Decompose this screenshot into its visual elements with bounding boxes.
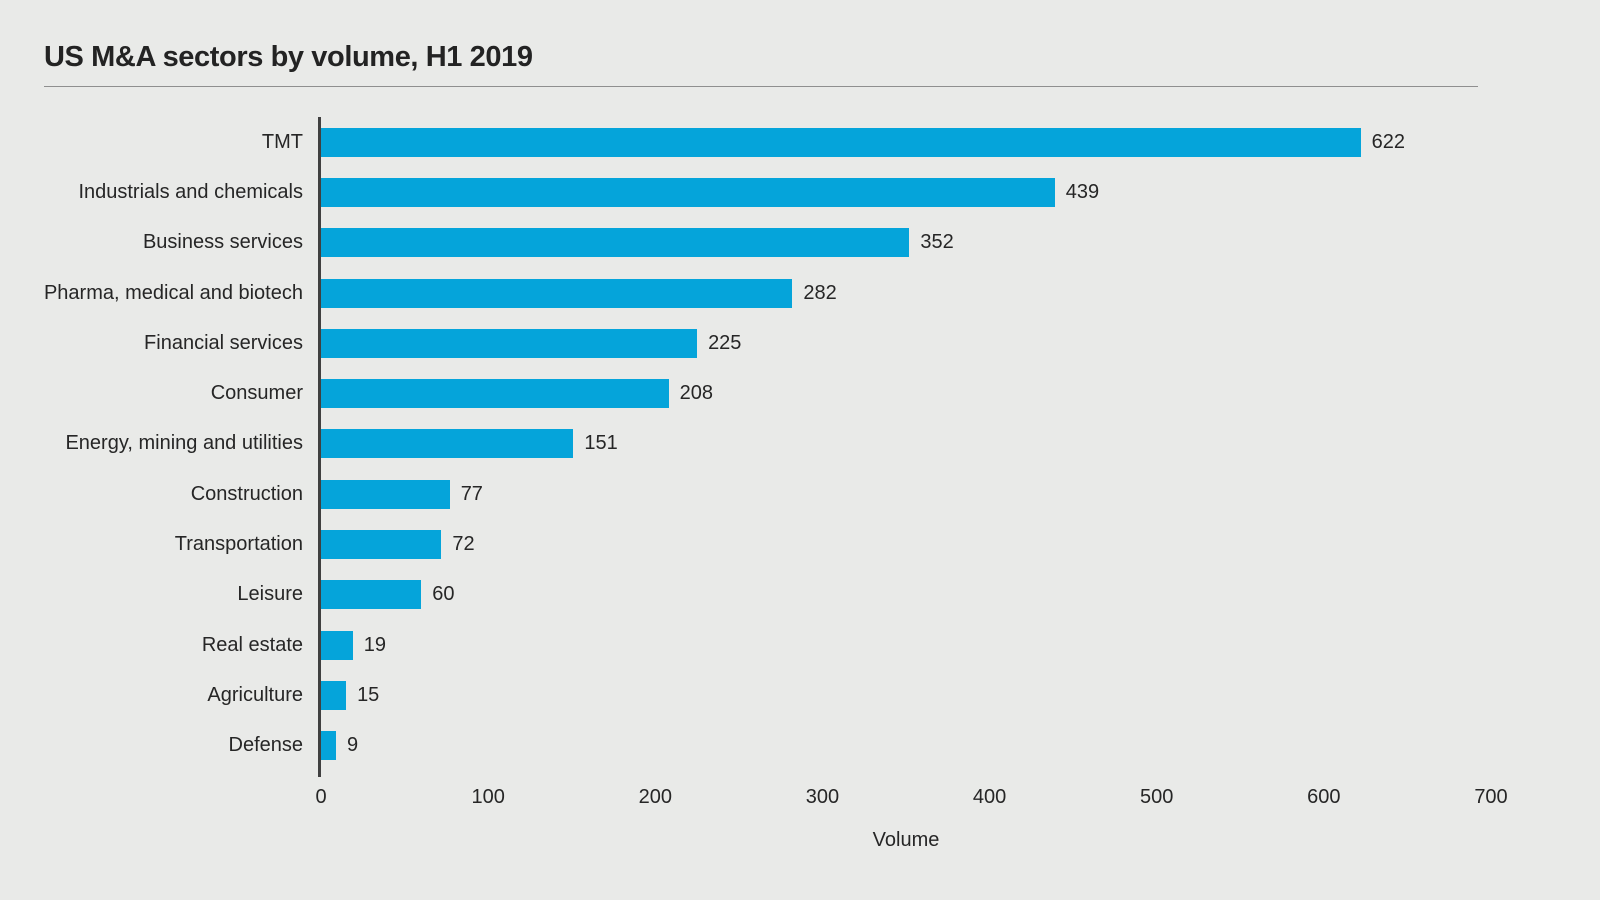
category-label: Industrials and chemicals [78, 180, 303, 203]
bar-row: Leisure 60 [0, 570, 1600, 620]
bar-track: 9 [321, 731, 1600, 761]
value-label: 72 [452, 533, 475, 556]
bar-track: 151 [321, 429, 1600, 459]
x-tick-label: 0 [315, 786, 327, 808]
bar-row: Energy, mining and utilities 151 [0, 419, 1600, 469]
category-label: Real estate [201, 633, 303, 656]
bar-row: Financial services 225 [0, 318, 1600, 368]
bar-row: Industrials and chemicals 439 [0, 167, 1600, 217]
value-label: 151 [584, 432, 618, 455]
bar [321, 580, 422, 610]
bar-row: TMT 622 [0, 117, 1600, 167]
title-rule [44, 86, 1478, 87]
x-tick-label: 700 [1474, 786, 1508, 808]
bar-track: 225 [321, 328, 1600, 358]
bar-track: 208 [321, 379, 1600, 409]
value-label: 282 [803, 281, 837, 304]
x-tick-label: 300 [805, 786, 840, 808]
bar-row: Real estate 19 [0, 620, 1600, 670]
bar [321, 429, 574, 459]
category-label: TMT [261, 130, 303, 153]
category-label: Defense [228, 734, 304, 757]
value-label: 225 [708, 331, 742, 354]
bar [321, 530, 442, 560]
x-tick-label: 600 [1307, 786, 1341, 808]
category-label: Consumer [210, 382, 303, 405]
bar [321, 630, 353, 660]
x-axis-ticks: 0 100 200 300 400 500 600 700 [315, 786, 1507, 812]
y-axis-line [318, 117, 321, 777]
chart-title: US M&A sectors by volume, H1 2019 [44, 41, 533, 73]
bar-row: Consumer 208 [0, 368, 1600, 418]
bar-track: 282 [321, 278, 1600, 308]
bar [321, 278, 793, 308]
bar-rows: TMT 622 Industrials and chemicals 439 Busine… [0, 117, 1600, 771]
category-label: Construction [190, 482, 303, 505]
bar-track: 77 [321, 479, 1600, 509]
category-label: Leisure [237, 583, 303, 606]
value-label: 208 [679, 382, 714, 405]
category-label: Energy, mining and utilities [65, 432, 303, 455]
bar-row: Pharma, medical and biotech 282 [0, 268, 1600, 318]
category-label: Business services [142, 231, 303, 254]
bar [321, 177, 1055, 207]
bar-track: 72 [321, 530, 1600, 560]
category-label: Agriculture [207, 683, 303, 706]
bar [321, 379, 669, 409]
bar-track: 19 [321, 630, 1600, 660]
bar-row: Construction 77 [0, 469, 1600, 519]
value-label: 77 [460, 482, 483, 505]
bar-track: 60 [321, 580, 1600, 610]
bar-row: Agriculture 15 [0, 670, 1600, 720]
value-label: 622 [1371, 130, 1405, 153]
bar-row: Defense 9 [0, 721, 1600, 771]
x-tick-label: 500 [1140, 786, 1174, 808]
bar-row: Transportation 72 [0, 519, 1600, 569]
bar [321, 328, 698, 358]
bar-track: 622 [321, 127, 1600, 157]
value-label: 19 [363, 633, 386, 656]
x-tick-label: 100 [471, 786, 505, 808]
value-label: 9 [347, 734, 359, 757]
bar [321, 228, 910, 258]
category-label: Pharma, medical and biotech [43, 281, 303, 304]
value-label: 60 [432, 583, 455, 606]
bar-track: 352 [321, 228, 1600, 258]
bar-track: 439 [321, 177, 1600, 207]
x-axis-title: Volume [872, 829, 940, 851]
x-tick-label: 200 [638, 786, 672, 808]
category-label: Financial services [144, 331, 303, 354]
bar-row: Business services 352 [0, 218, 1600, 268]
bar [321, 731, 337, 761]
category-label: Transportation [174, 533, 303, 556]
x-tick-label: 400 [972, 786, 1007, 808]
bar [321, 127, 1361, 157]
value-label: 352 [920, 231, 954, 254]
bar-track: 15 [321, 680, 1600, 710]
bar [321, 680, 347, 710]
value-label: 439 [1065, 180, 1100, 203]
bar [321, 479, 450, 509]
value-label: 15 [357, 683, 380, 706]
